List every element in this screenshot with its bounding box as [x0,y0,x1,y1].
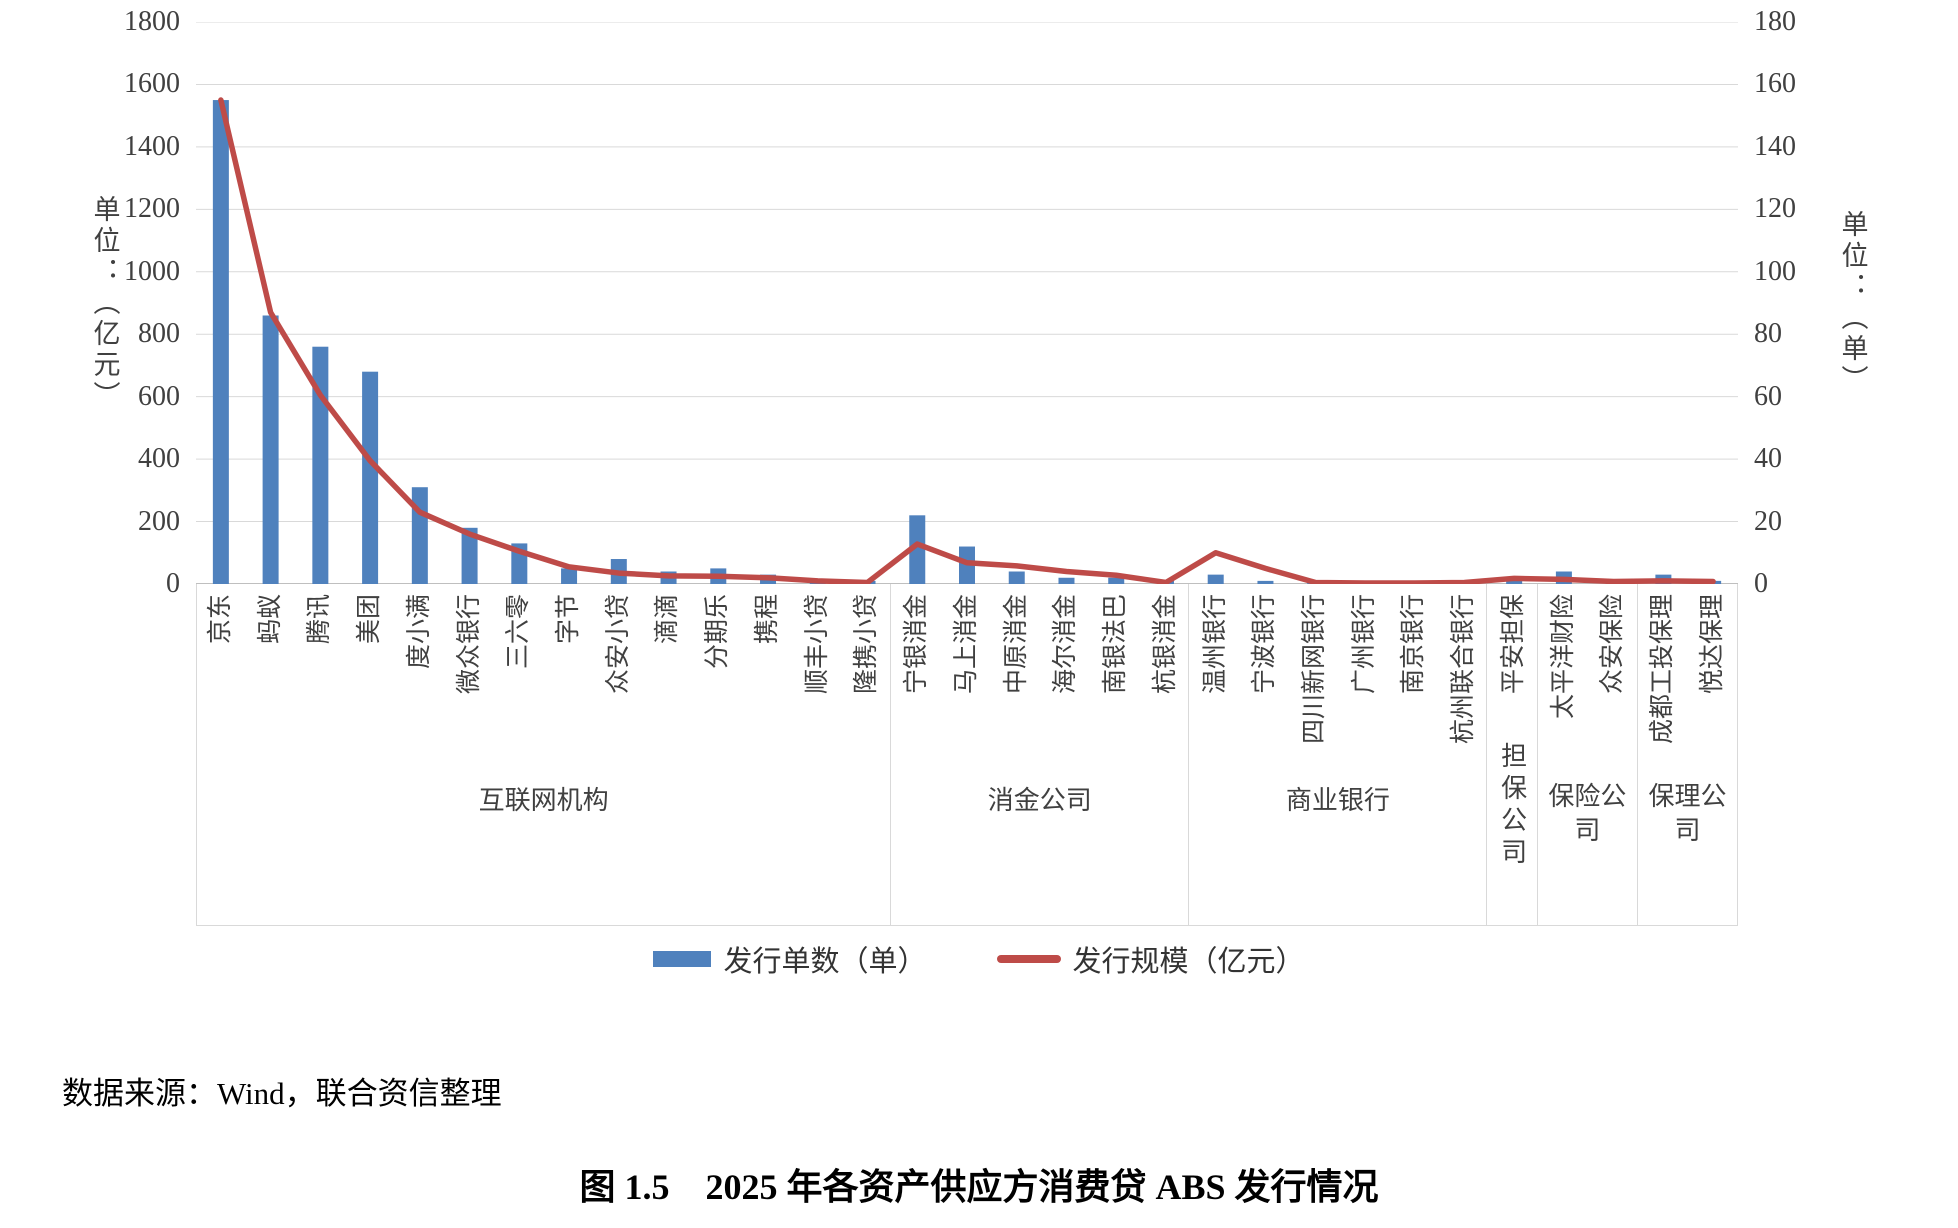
line-series-swatch [996,955,1061,963]
left-axis-title: 单位：（亿元） [89,194,120,412]
chart-canvas [196,22,1738,584]
bar-腾讯 [312,346,329,584]
bar-蚂蚁 [262,315,279,584]
tick-label-1200: 1200 [124,193,180,225]
legend-item-bar-series: 发行单数（单） [653,938,927,980]
tick-label-100: 100 [1754,255,1796,287]
legend: 发行单数（单） 发行规模（亿元） [0,938,1958,980]
tick-label-600: 600 [138,380,180,412]
group-cell-互联网机构: 互联网机构 [196,584,892,925]
group-label-商业银行: 商业银行 [1285,786,1390,815]
group-cell-保险公司: 保险公司 [1538,584,1638,925]
bar-宁银消金 [909,515,926,584]
bar-温州银行 [1207,574,1224,584]
tick-label-1000: 1000 [124,255,180,287]
category-group-band: 互联网机构 消金公司 商业银行 担保公司 保险公司 保理公司 [196,584,1738,926]
right-axis-ticks: 0 20 40 60 80 100 120 140 160 180 [1754,7,1874,599]
tick-label-160: 160 [1754,68,1796,100]
tick-label-60: 60 [1754,380,1782,412]
tick-label-800: 800 [138,318,180,350]
bar-series-swatch [653,951,712,967]
bar-中原消金 [1008,571,1025,584]
tick-label-0: 0 [1754,568,1768,599]
line-series-path [218,97,1716,584]
group-label-互联网机构: 互联网机构 [478,786,609,815]
tick-label-180: 180 [1754,6,1796,37]
bar-度小满 [411,487,428,584]
tick-label-140: 140 [1754,130,1796,162]
bar-宁波银行 [1257,580,1274,584]
tick-label-1800: 1800 [124,6,180,37]
bar-海尔消金 [1058,577,1075,584]
plot-area [196,22,1738,584]
tick-label-20: 20 [1754,505,1782,537]
tick-label-120: 120 [1754,193,1796,225]
source-note: 数据来源：Wind，联合资信整理 [62,1076,502,1111]
left-axis-ticks: 0 200 400 600 800 1000 1200 1400 1600 1800 [0,7,186,599]
group-label-保险公司: 保险公司 [1548,782,1627,845]
tick-label-0: 0 [166,568,180,599]
tick-label-1400: 1400 [124,130,180,162]
legend-item-line-series: 发行规模（亿元） [996,938,1305,980]
tick-label-40: 40 [1754,443,1782,475]
bar-南银法巴 [1108,577,1125,584]
bar-series-label: 发行单数（单） [723,946,927,978]
group-label-担保公司: 担保公司 [1497,742,1527,870]
group-cell-商业银行: 商业银行 [1189,584,1488,925]
line-series-label: 发行规模（亿元） [1072,946,1305,978]
figure-caption: 图 1.5 2025 年各资产供应方消费贷 ABS 发行情况 [579,1167,1379,1207]
tick-label-80: 80 [1754,318,1782,350]
group-label-消金公司: 消金公司 [987,786,1092,815]
group-cell-保理公司: 保理公司 [1638,584,1738,925]
group-label-保理公司: 保理公司 [1648,782,1727,845]
tick-label-400: 400 [138,443,180,475]
bar-京东 [212,100,229,584]
group-cell-担保公司: 担保公司 [1487,584,1538,925]
bar-美团 [362,371,379,584]
tick-label-1600: 1600 [124,68,180,100]
bar-字节 [561,568,578,584]
right-axis-title: 单位：（单） [1837,210,1868,396]
tick-label-200: 200 [138,505,180,537]
bar-微众银行 [461,527,478,584]
group-cell-消金公司: 消金公司 [891,584,1190,925]
